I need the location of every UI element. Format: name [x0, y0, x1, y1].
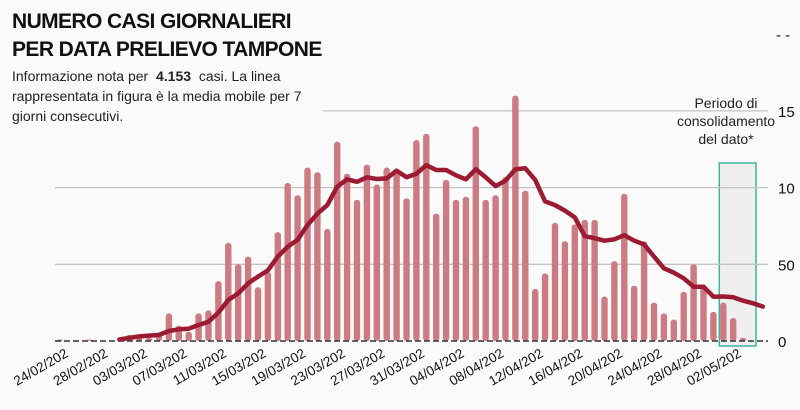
bar [551, 222, 559, 341]
y-tick-label: 50 [778, 257, 795, 274]
annotation-line-2: consolidamento [676, 113, 776, 129]
bar [720, 302, 727, 341]
bar [571, 224, 578, 341]
bar [294, 195, 301, 341]
bar [631, 285, 638, 341]
annotation-line-1: Periodo di [694, 95, 758, 111]
bar [739, 337, 747, 341]
bar [690, 264, 697, 341]
chart-title-line-2: PER DATA PRELIEVO TAMPONE [12, 38, 322, 61]
bar [353, 199, 361, 341]
chart-title: NUMERO CASI GIORNALIERI PER DATA PRELIEV… [12, 8, 322, 64]
bar [433, 213, 440, 341]
bar [373, 184, 380, 341]
bar [541, 273, 549, 341]
bar [165, 313, 173, 341]
bar [284, 182, 291, 341]
bar [304, 167, 311, 341]
moving-average-line [117, 162, 766, 342]
bar [462, 196, 470, 341]
bar [235, 264, 242, 341]
bar [383, 167, 390, 341]
bar [561, 241, 569, 341]
bar [225, 242, 232, 341]
bar [611, 261, 618, 341]
bar [472, 126, 479, 342]
annotation-line-3: del dato* [698, 131, 754, 147]
bar [314, 172, 321, 341]
bar [660, 313, 668, 341]
bar [700, 285, 707, 341]
bar [532, 288, 539, 341]
bar [640, 241, 648, 341]
consolidation-annotation: Periodo di consolidamento del dato* [656, 94, 796, 148]
bar [145, 337, 153, 341]
bar [452, 199, 460, 341]
bar [502, 176, 509, 341]
chart-subtitle: Informazione nota per 4.153 casi. La lin… [12, 66, 332, 126]
bar [393, 173, 400, 341]
bar [591, 219, 598, 341]
bar [205, 310, 212, 341]
bar [403, 198, 410, 341]
subtitle-after: casi. La linea rappresentata in figura è… [12, 68, 302, 124]
bar [442, 179, 450, 341]
bar [601, 296, 608, 341]
bar [334, 141, 341, 341]
bar [264, 271, 272, 341]
bar [254, 287, 262, 341]
y-tick-label: 15 [778, 104, 795, 121]
bar [670, 319, 677, 341]
bar [650, 302, 658, 341]
bar [680, 291, 687, 341]
y-tick-label: 10 [778, 181, 795, 198]
y-tick-label-fragment: - - [776, 27, 790, 44]
bar [710, 311, 717, 341]
bar [482, 199, 489, 341]
bar [730, 317, 737, 341]
bar [343, 173, 351, 341]
subtitle-before: Informazione nota per [12, 68, 149, 84]
bar [512, 95, 519, 341]
bar [274, 232, 281, 341]
bar [324, 229, 331, 341]
bar [244, 256, 252, 341]
subtitle-count: 4.153 [155, 68, 192, 84]
bar [522, 190, 529, 341]
bar [492, 195, 499, 341]
bar [423, 133, 430, 341]
bar [581, 219, 588, 341]
y-tick-label: 0 [778, 334, 786, 351]
bar [363, 164, 371, 341]
bar [413, 140, 420, 341]
chart-title-line-1: NUMERO CASI GIORNALIERI [12, 10, 292, 33]
bar [185, 331, 192, 341]
bar [621, 193, 628, 341]
